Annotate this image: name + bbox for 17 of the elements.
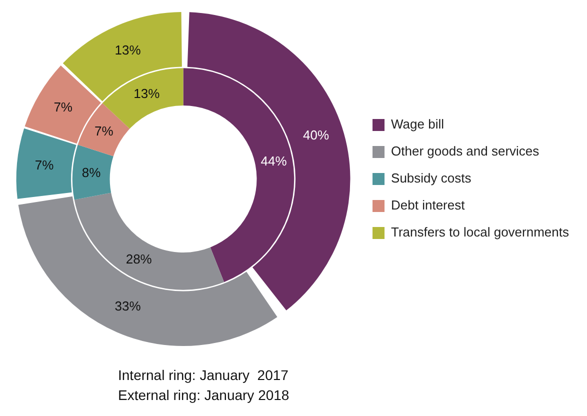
text: External ring: January 2018	[118, 386, 290, 403]
data-label: 7%	[94, 124, 114, 139]
legend-label: Debt interest	[391, 198, 466, 213]
legend-label: Transfers to local governments	[391, 224, 570, 240]
data-label: 13%	[114, 42, 142, 58]
text: Internal ring: January 2017	[118, 366, 289, 383]
data-label: 33%	[114, 298, 142, 314]
data-label: 28%	[126, 251, 152, 266]
data-label: 7%	[54, 100, 73, 115]
data-label: 7%	[34, 157, 54, 172]
data-label: 44%	[260, 153, 288, 168]
legend-label: Subsidy costs	[391, 170, 472, 186]
legend-label: Wage bill	[391, 116, 444, 132]
legend-label: Other goods and services	[391, 144, 540, 159]
data-label: 13%	[134, 86, 160, 101]
data-label: 40%	[303, 127, 330, 142]
data-label: 8%	[82, 164, 102, 180]
